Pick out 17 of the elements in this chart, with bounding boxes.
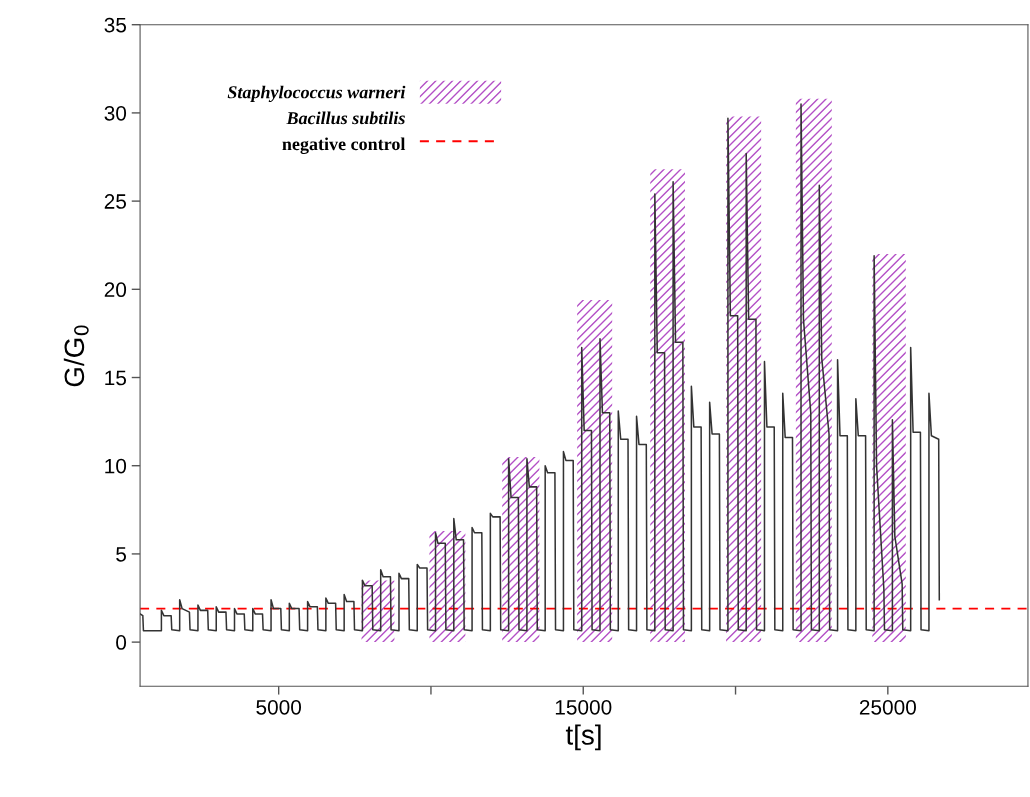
y-tick-label: 35 bbox=[104, 17, 127, 33]
x-tick-label: 5000 bbox=[256, 699, 302, 715]
x-axis-title: t[s] bbox=[565, 724, 601, 751]
annotation: Bacillus subtilis bbox=[286, 111, 405, 125]
legend-label: negative control bbox=[282, 137, 406, 154]
y-tick-label: 25 bbox=[104, 194, 127, 209]
y-tick-label: 10 bbox=[105, 458, 127, 474]
line-series bbox=[140, 103, 941, 632]
y-tick-label: 15 bbox=[105, 370, 127, 386]
y-axis-title: G/G$_{0}$ bbox=[63, 325, 89, 387]
legend-label: Staphylococcus warneri bbox=[227, 85, 406, 103]
y-tick-label: 30 bbox=[104, 105, 127, 121]
x-tick-label: 15000 bbox=[555, 699, 612, 715]
y-tick-label: 5 bbox=[116, 547, 127, 562]
y-tick-label: 0 bbox=[116, 635, 127, 650]
y-tick-label: 20 bbox=[104, 282, 127, 298]
x-tick-label: 25000 bbox=[859, 699, 916, 715]
